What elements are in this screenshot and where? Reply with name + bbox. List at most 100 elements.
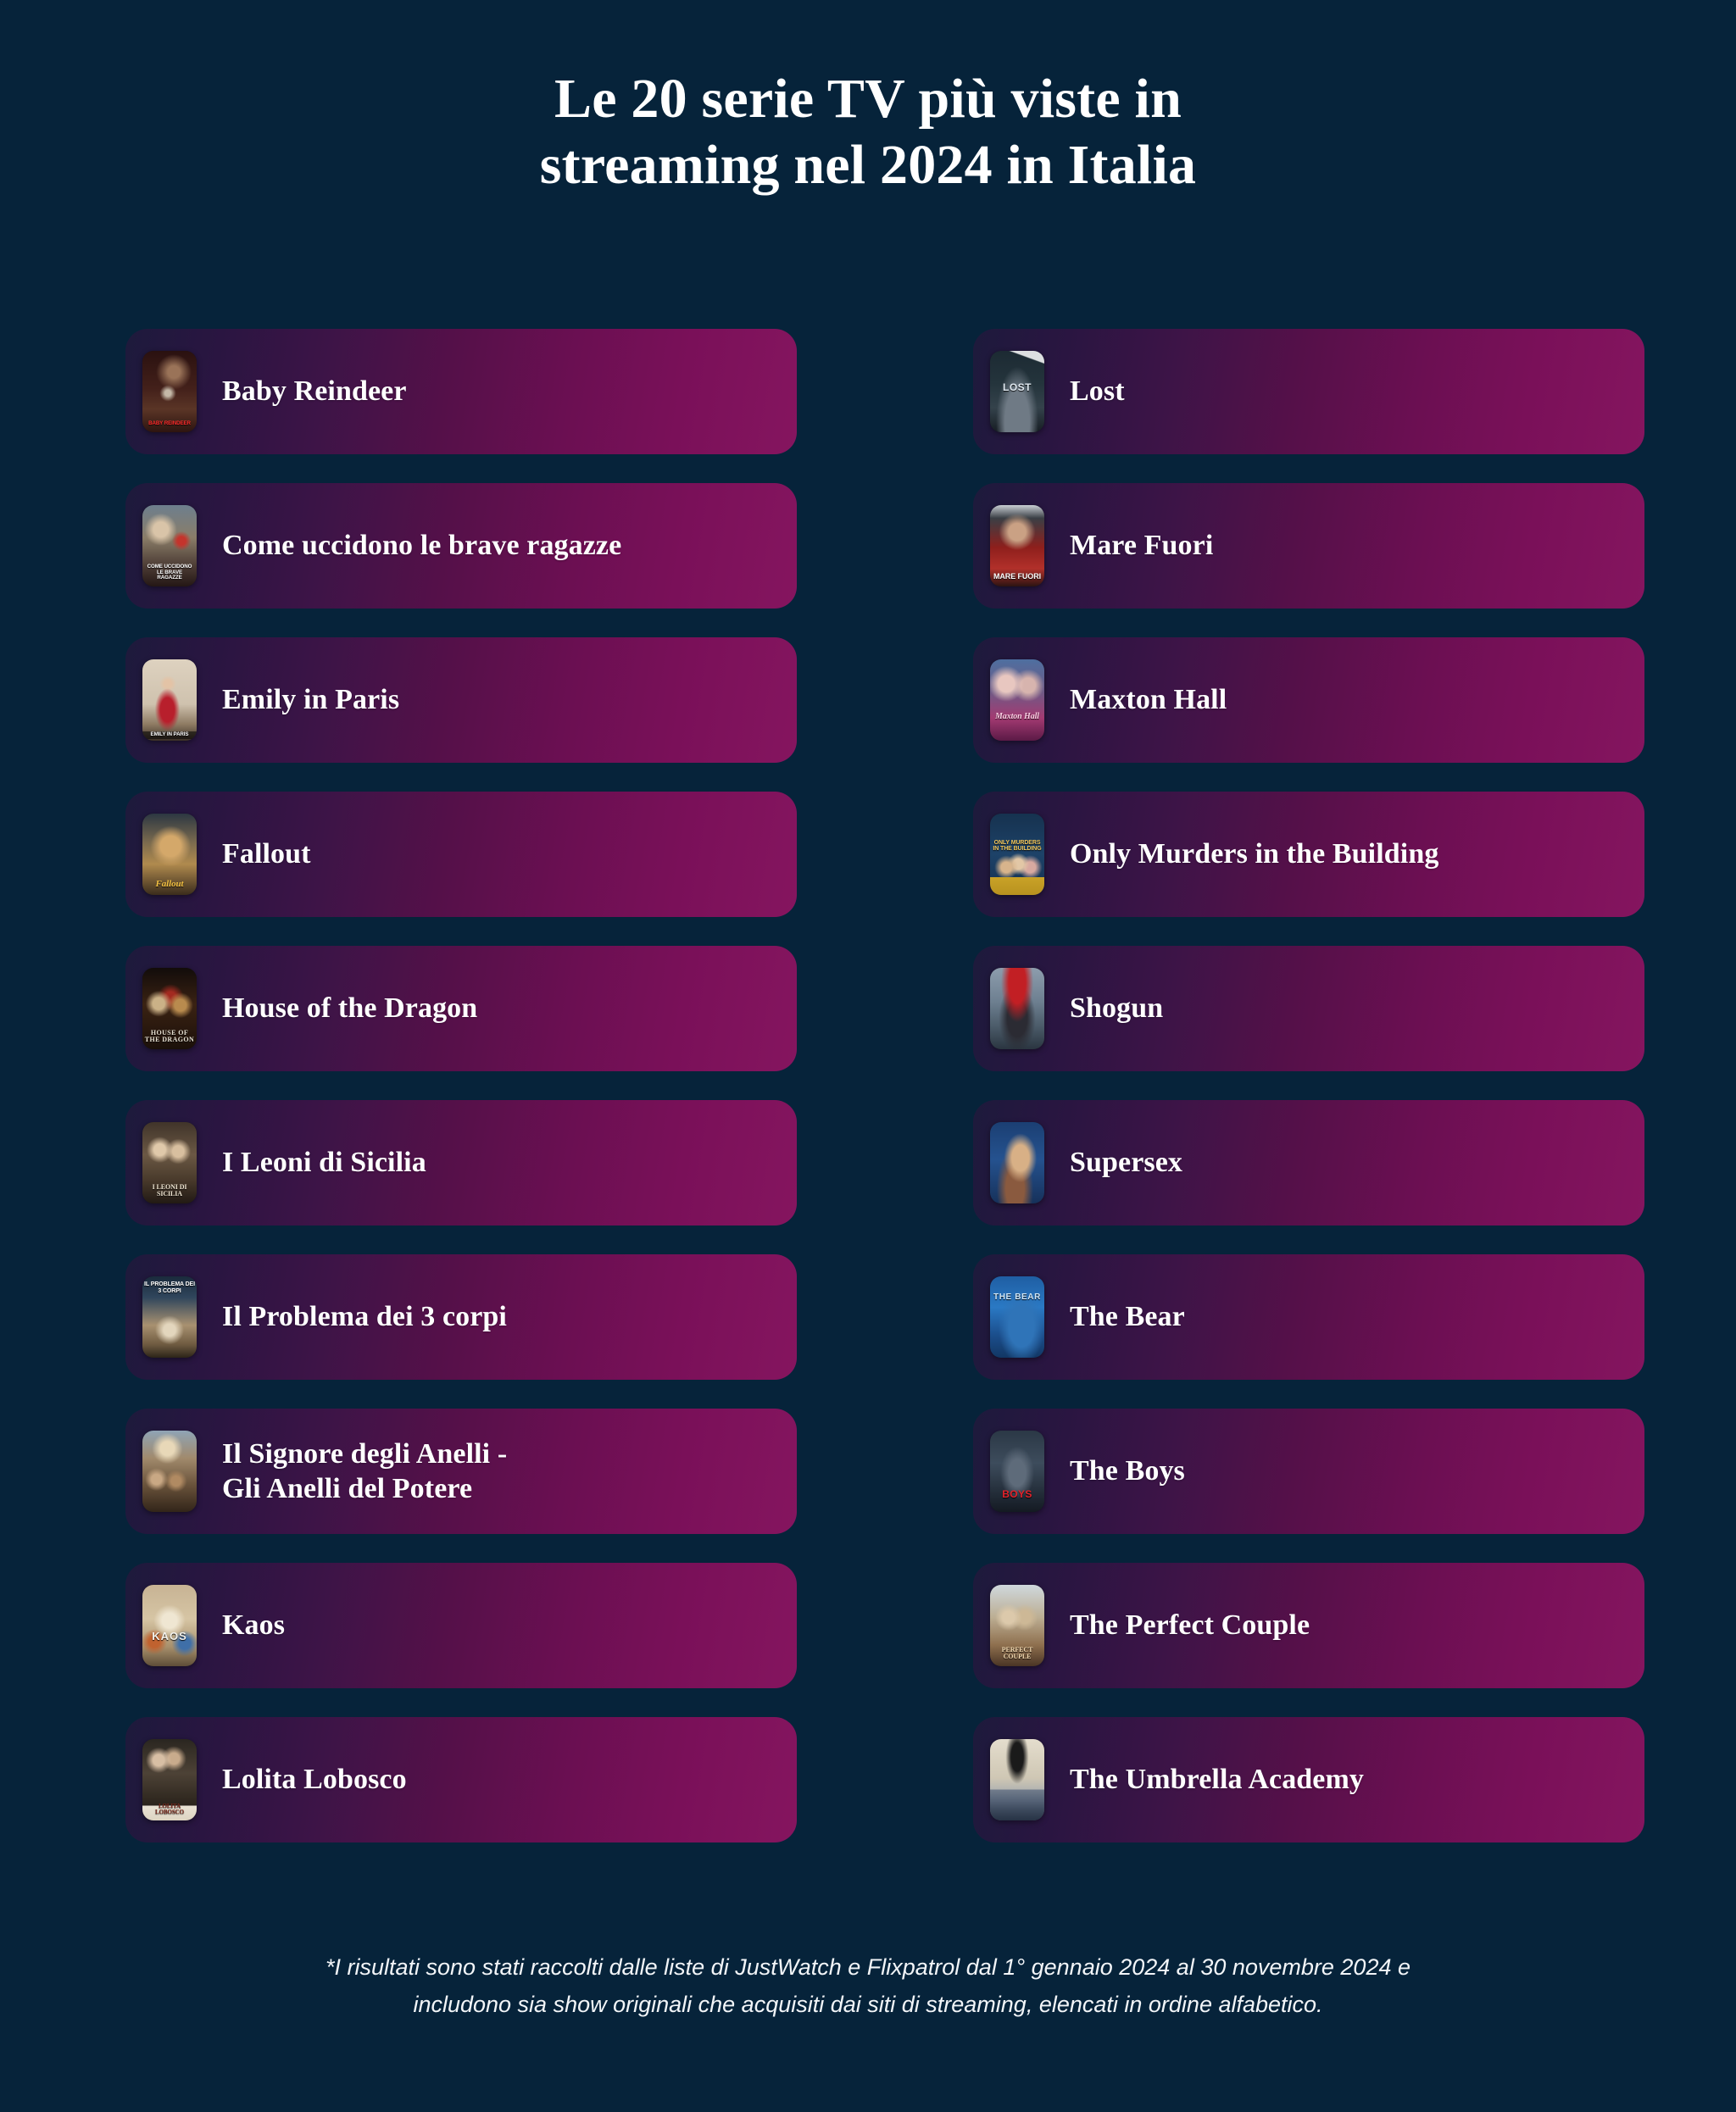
series-row-il-signore-degli-anelli[interactable]: Il Signore degli Anelli - Gli Anelli del…	[125, 1409, 797, 1534]
poster-thumbnail-i-leoni-di-sicilia: I LEONI DI SICILIA	[142, 1122, 197, 1203]
series-title: The Umbrella Academy	[1070, 1764, 1365, 1796]
poster-caption: BABY REINDEER	[148, 420, 191, 427]
poster-caption: PERFECT COUPLE	[1001, 1645, 1033, 1661]
series-row-supersex[interactable]: Supersex	[973, 1100, 1644, 1226]
series-grid: BABY REINDEER Baby Reindeer LOST Lost CO…	[125, 329, 1644, 1842]
series-title: Il Signore degli Anelli - Gli Anelli del…	[222, 1437, 508, 1504]
poster-art	[142, 1122, 197, 1203]
series-row-fallout[interactable]: Fallout Fallout	[125, 792, 797, 917]
series-title: Emily in Paris	[222, 684, 400, 716]
poster-caption: I LEONI DI SICILIA	[152, 1182, 187, 1198]
series-row-mare-fuori[interactable]: MARE FUORI Mare Fuori	[973, 483, 1644, 609]
poster-caption: HOUSE OF THE DRAGON	[144, 1028, 195, 1044]
poster-thumbnail-only-murders: ONLY MURDERS IN THE BUILDING	[990, 814, 1044, 895]
poster-caption: BOYS	[1002, 1488, 1032, 1501]
series-row-maxton-hall[interactable]: Maxton Hall Maxton Hall	[973, 637, 1644, 763]
series-row-emily-in-paris[interactable]: EMILY IN PARIS Emily in Paris	[125, 637, 797, 763]
series-title: Supersex	[1070, 1147, 1183, 1179]
series-row-il-problema-dei-3-corpi[interactable]: IL PROBLEMA DEI 3 CORPI Il Problema dei …	[125, 1254, 797, 1380]
poster-caption: KAOS	[152, 1629, 187, 1642]
poster-thumbnail-mare-fuori: MARE FUORI	[990, 505, 1044, 586]
poster-caption: MARE FUORI	[993, 572, 1041, 581]
series-title: Lost	[1070, 375, 1125, 408]
poster-art	[990, 1431, 1044, 1512]
series-row-shogun[interactable]: Shogun	[973, 946, 1644, 1071]
poster-art	[990, 968, 1044, 1049]
series-title: House of the Dragon	[222, 992, 478, 1025]
poster-art	[990, 814, 1044, 895]
poster-thumbnail-the-umbrella-academy	[990, 1739, 1044, 1820]
series-row-the-bear[interactable]: THE BEAR The Bear	[973, 1254, 1644, 1380]
poster-art	[990, 1276, 1044, 1358]
poster-thumbnail-maxton-hall: Maxton Hall	[990, 659, 1044, 741]
series-title: Mare Fuori	[1070, 530, 1214, 562]
series-title: Lolita Lobosco	[222, 1764, 407, 1796]
series-title: The Boys	[1070, 1455, 1185, 1487]
series-title: Baby Reindeer	[222, 375, 407, 408]
poster-art	[142, 1276, 197, 1358]
poster-caption: IL PROBLEMA DEI 3 CORPI	[144, 1281, 195, 1294]
poster-thumbnail-fallout: Fallout	[142, 814, 197, 895]
poster-art	[990, 659, 1044, 741]
series-row-the-perfect-couple[interactable]: PERFECT COUPLE The Perfect Couple	[973, 1563, 1644, 1688]
page-title: Le 20 serie TV più viste in streaming ne…	[539, 68, 1197, 196]
poster-caption: COME UCCIDONO LE BRAVE RAGAZZE	[147, 563, 192, 581]
poster-caption: LOST	[1003, 381, 1032, 394]
poster-art	[142, 1739, 197, 1820]
series-title: The Perfect Couple	[1070, 1609, 1310, 1642]
poster-art	[990, 1585, 1044, 1666]
poster-thumbnail-house-of-the-dragon: HOUSE OF THE DRAGON	[142, 968, 197, 1049]
poster-caption: Maxton Hall	[995, 712, 1039, 722]
poster-thumbnail-il-problema-dei-3-corpi: IL PROBLEMA DEI 3 CORPI	[142, 1276, 197, 1358]
poster-thumbnail-come-uccidono: COME UCCIDONO LE BRAVE RAGAZZE	[142, 505, 197, 586]
poster-thumbnail-the-perfect-couple: PERFECT COUPLE	[990, 1585, 1044, 1666]
series-row-come-uccidono-le-brave-ragazze[interactable]: COME UCCIDONO LE BRAVE RAGAZZE Come ucci…	[125, 483, 797, 609]
poster-art	[142, 659, 197, 741]
series-title: Fallout	[222, 838, 311, 870]
series-row-kaos[interactable]: KAOS Kaos	[125, 1563, 797, 1688]
poster-thumbnail-shogun	[990, 968, 1044, 1049]
series-row-house-of-the-dragon[interactable]: HOUSE OF THE DRAGON House of the Dragon	[125, 946, 797, 1071]
series-title: Come uccidono le brave ragazze	[222, 530, 622, 562]
series-row-the-boys[interactable]: BOYS The Boys	[973, 1409, 1644, 1534]
series-title: Shogun	[1070, 992, 1164, 1025]
series-row-only-murders-in-the-building[interactable]: ONLY MURDERS IN THE BUILDING Only Murder…	[973, 792, 1644, 917]
series-row-lolita-lobosco[interactable]: LOLITA LOBOSCO Lolita Lobosco	[125, 1717, 797, 1842]
series-title: The Bear	[1070, 1301, 1185, 1333]
series-title: Il Problema dei 3 corpi	[222, 1301, 507, 1333]
poster-art	[142, 1431, 197, 1512]
poster-art	[142, 1585, 197, 1666]
poster-thumbnail-kaos: KAOS	[142, 1585, 197, 1666]
poster-thumbnail-emily-in-paris: EMILY IN PARIS	[142, 659, 197, 741]
poster-thumbnail-the-boys: BOYS	[990, 1431, 1044, 1512]
poster-art	[990, 1122, 1044, 1203]
series-title: Only Murders in the Building	[1070, 838, 1439, 870]
footnote: *I risultati sono stati raccolti dalle l…	[325, 1954, 1410, 2017]
poster-art	[142, 505, 197, 586]
poster-caption: ONLY MURDERS IN THE BUILDING	[993, 839, 1042, 853]
poster-thumbnail-il-signore-degli-anelli	[142, 1431, 197, 1512]
series-row-the-umbrella-academy[interactable]: The Umbrella Academy	[973, 1717, 1644, 1842]
page-title-container: Le 20 serie TV più viste in streaming ne…	[0, 66, 1736, 198]
series-row-i-leoni-di-sicilia[interactable]: I LEONI DI SICILIA I Leoni di Sicilia	[125, 1100, 797, 1226]
poster-thumbnail-lolita-lobosco: LOLITA LOBOSCO	[142, 1739, 197, 1820]
series-title: I Leoni di Sicilia	[222, 1147, 426, 1179]
poster-caption: THE BEAR	[993, 1292, 1041, 1302]
poster-art	[142, 814, 197, 895]
poster-art	[142, 351, 197, 432]
series-title: Maxton Hall	[1070, 684, 1227, 716]
poster-caption: LOLITA LOBOSCO	[155, 1802, 184, 1816]
poster-thumbnail-the-bear: THE BEAR	[990, 1276, 1044, 1358]
poster-art	[990, 1739, 1044, 1820]
poster-art	[142, 968, 197, 1049]
poster-caption: EMILY IN PARIS	[142, 731, 197, 739]
poster-caption: Fallout	[155, 879, 184, 890]
poster-thumbnail-lost: LOST	[990, 351, 1044, 432]
poster-art	[990, 505, 1044, 586]
poster-art	[990, 351, 1044, 432]
poster-thumbnail-supersex	[990, 1122, 1044, 1203]
series-title: Kaos	[222, 1609, 286, 1642]
series-row-baby-reindeer[interactable]: BABY REINDEER Baby Reindeer	[125, 329, 797, 454]
series-row-lost[interactable]: LOST Lost	[973, 329, 1644, 454]
